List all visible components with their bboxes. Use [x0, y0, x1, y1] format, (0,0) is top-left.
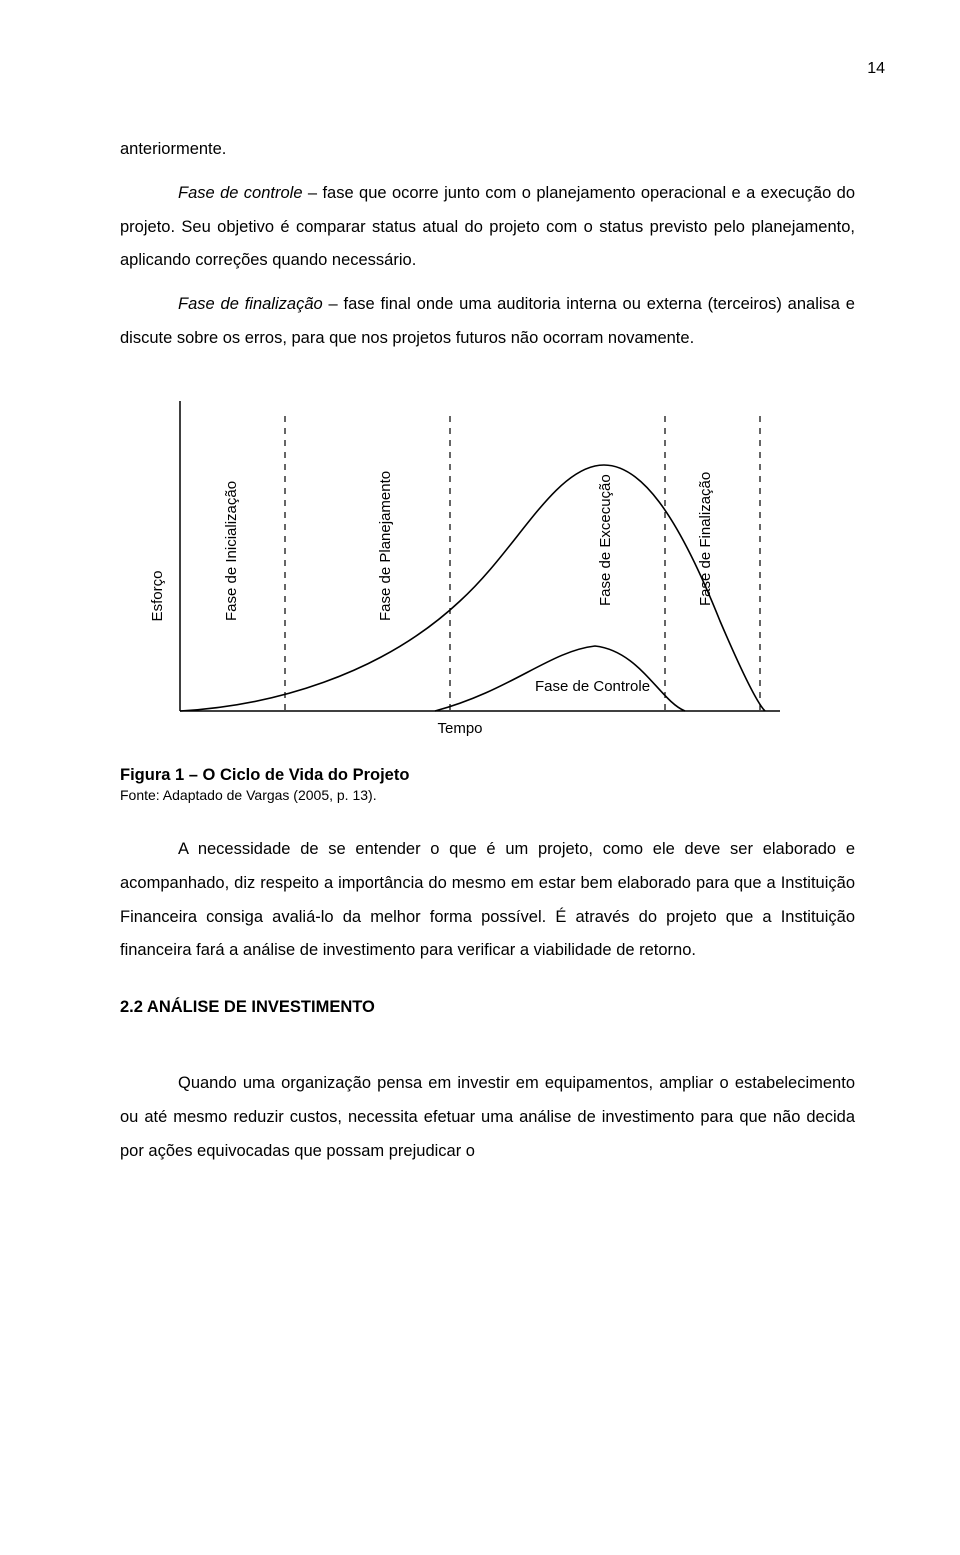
phase-name-controle: Fase de controle	[178, 184, 303, 202]
lifecycle-chart: Esforço Tempo Fase de Controle Fase de Inic…	[120, 391, 810, 741]
svg-text:Esforço: Esforço	[149, 570, 166, 621]
paragraph-3: Fase de finalização – fase final onde um…	[120, 288, 855, 356]
svg-text:Fase de Finalização: Fase de Finalização	[697, 472, 714, 606]
svg-text:Fase de Inicialização: Fase de Inicialização	[223, 481, 240, 621]
svg-text:Fase de Planejamento: Fase de Planejamento	[377, 471, 394, 621]
figure-source: Fonte: Adaptado de Vargas (2005, p. 13).	[120, 787, 855, 803]
page-number: 14	[120, 60, 885, 78]
page: 14 anteriormente. Fase de controle – fas…	[0, 0, 960, 1249]
section-heading: 2.2 ANÁLISE DE INVESTIMENTO	[120, 998, 855, 1017]
phase-name-finalizacao: Fase de finalização	[178, 295, 323, 313]
paragraph-1: anteriormente.	[120, 133, 855, 167]
paragraph-5: Quando uma organização pensa em investir…	[120, 1067, 855, 1168]
figure-title: Figura 1 – O Ciclo de Vida do Projeto	[120, 766, 855, 785]
svg-text:Fase de Controle: Fase de Controle	[535, 678, 650, 695]
svg-text:Tempo: Tempo	[437, 720, 482, 737]
paragraph-2: Fase de controle – fase que ocorre junto…	[120, 177, 855, 278]
chart-svg: Esforço Tempo Fase de Controle Fase de Inic…	[120, 391, 810, 741]
paragraph-4: A necessidade de se entender o que é um …	[120, 833, 855, 968]
svg-text:Fase de Excecução: Fase de Excecução	[597, 474, 614, 606]
